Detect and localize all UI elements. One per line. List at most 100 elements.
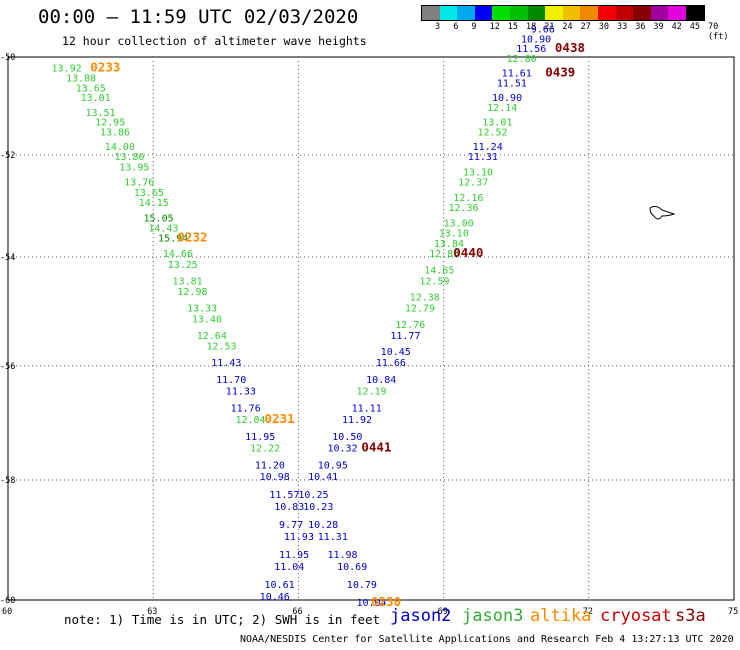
wave-height-label: 13.00 [444, 218, 474, 229]
wave-height-label: 10.90 [492, 93, 522, 104]
legend-swatch [650, 6, 669, 20]
wave-height-label: 10.25 [298, 490, 328, 501]
legend-tick-label: 18 [526, 22, 537, 32]
wave-height-label: 11.51 [497, 78, 527, 89]
legend-swatch [685, 6, 704, 20]
wave-height-label: 13.84 [434, 239, 464, 250]
wave-height-label: 10.23 [303, 502, 333, 513]
wave-height-label: 11.61 [502, 69, 532, 80]
longitude-label: 60 [2, 607, 12, 617]
wave-height-label: 11.31 [468, 152, 498, 163]
wave-height-label: 12.37 [458, 178, 488, 189]
wave-height-label: 12.19 [356, 387, 386, 398]
wave-height-label: 14.66 [163, 249, 193, 260]
legend-swatch [597, 6, 616, 20]
wave-height-label: 12.52 [477, 127, 507, 138]
legend-tick-label: 21 [544, 22, 555, 32]
legend-swatch [545, 6, 563, 20]
wave-height-label: 9.77 [279, 520, 303, 531]
legend-jason3: jason3 [462, 606, 524, 626]
wave-height-label: 12.16 [453, 193, 483, 204]
wave-height-label: 10.95 [318, 461, 348, 472]
wave-height-label: 12.79 [405, 304, 435, 315]
wave-height-label: 11.57 [269, 490, 299, 501]
time-marker-label: 0441 [361, 440, 391, 455]
legend-swatch [562, 6, 581, 20]
legend-tick-label: 30 [598, 22, 610, 32]
legend-swatch [580, 6, 598, 20]
wave-height-label: 11.33 [226, 387, 256, 398]
wave-height-label: 12.80 [507, 54, 537, 65]
wave-height-label: 11.20 [255, 461, 285, 472]
legend-swatch [422, 6, 440, 20]
wave-height-label: 12.98 [177, 287, 207, 298]
wave-height-label: 9.66 [531, 25, 555, 36]
legend-tick-label: 36 [635, 22, 646, 32]
wave-height-label: 10.45 [381, 347, 411, 358]
wave-height-label: 10.84 [366, 375, 396, 386]
latitude-label: -54 [0, 253, 15, 263]
legend-jason2: jason2 [390, 606, 452, 626]
wave-height-label: 13.80 [114, 152, 144, 163]
wave-height-label: 12.89 [429, 249, 459, 260]
island-outline [649, 205, 676, 220]
wave-height-label: 11.95 [279, 550, 309, 561]
wave-height-label: 13.01 [81, 93, 111, 104]
longitude-label: 72 [583, 607, 593, 617]
wave-height-label: 13.76 [124, 178, 154, 189]
longitude-label: 69 [438, 607, 448, 617]
wave-height-label: 12.64 [197, 331, 227, 342]
latitude-label: -52 [0, 151, 15, 161]
map-title: 00:00 – 11:59 UTC 02/03/2020 [38, 6, 359, 28]
map-subtitle: 12 hour collection of altimeter wave hei… [62, 34, 367, 48]
wave-height-label: 11.98 [327, 550, 357, 561]
wave-height-label: 11.56 [516, 44, 546, 55]
legend-swatch [457, 6, 475, 20]
wave-height-label: 10.90 [521, 34, 551, 45]
latitude-label: -60 [0, 596, 15, 606]
wave-height-label: 10.98 [260, 472, 290, 483]
wave-height-label: 10.69 [337, 562, 367, 573]
legend-tick-label: 12 [489, 22, 500, 32]
longitude-label: 66 [292, 607, 302, 617]
legend-tick-label: 3 [435, 22, 441, 32]
time-marker-label: 0439 [545, 65, 575, 80]
wave-height-label: 12.53 [206, 342, 236, 353]
wave-height-label: 11.70 [216, 375, 246, 386]
wave-height-label: 10.32 [327, 444, 357, 455]
wave-height-label: 15.94 [158, 234, 188, 245]
wave-height-label: 11.11 [352, 404, 382, 415]
wave-height-label: 13.65 [76, 83, 106, 94]
color-scale-tick-labels: 3 6 9 12 15 18 21 24 27 30 33 36 39 42 45 70 (ft) [421, 22, 740, 42]
wave-height-label: 13.92 [52, 64, 82, 75]
legend-tick-label: 39 [653, 22, 664, 32]
time-marker-label: 0233 [90, 60, 120, 75]
wave-height-label: 12.04 [235, 415, 265, 426]
wave-height-label: 11.93 [284, 532, 314, 543]
legend-swatch [509, 6, 528, 20]
wave-height-label: 11.31 [318, 532, 348, 543]
wave-height-label: 11.92 [342, 415, 372, 426]
wave-height-label: 13.51 [85, 108, 115, 119]
wave-height-label: 11.77 [390, 331, 420, 342]
wave-height-label: 10.61 [265, 580, 295, 591]
wave-height-label: 14.43 [148, 224, 178, 235]
wave-height-label: 10.04 [356, 598, 386, 609]
wave-height-label: 11.43 [211, 358, 241, 369]
legend-cryosat: cryosat [600, 606, 672, 626]
legend-swatch [615, 6, 634, 20]
wave-height-label: 10.79 [347, 580, 377, 591]
time-marker-label: 0230 [371, 594, 401, 609]
wave-height-label: 13.10 [439, 229, 469, 240]
wave-height-label: 15.05 [144, 213, 174, 224]
legend-tick-label: 42 [671, 22, 682, 32]
latitude-label: -58 [0, 476, 15, 486]
legend-swatch [439, 6, 458, 20]
wave-height-label: 13.86 [100, 127, 130, 138]
legend-altika: altika [530, 606, 592, 626]
wave-height-label: 13.10 [463, 167, 493, 178]
legend-swatch [633, 6, 651, 20]
footer-credit: NOAA/NESDIS Center for Satellite Applica… [240, 634, 734, 645]
wave-height-label: 13.95 [119, 162, 149, 173]
